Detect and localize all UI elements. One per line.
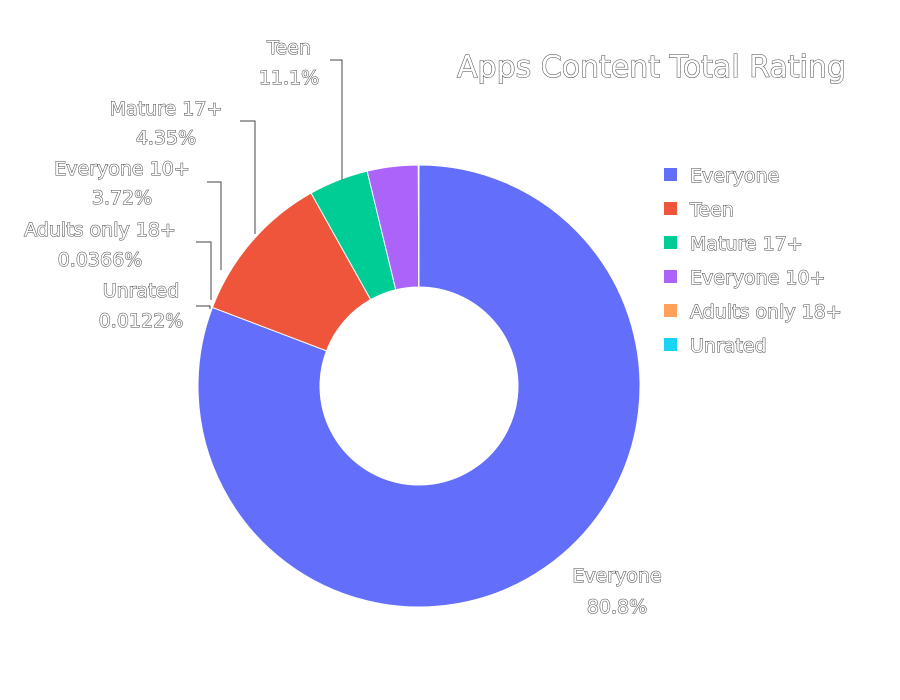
- slice-label-adults-only-18: Adults only 18+: [24, 219, 176, 241]
- legend-swatch-teen: [664, 202, 677, 215]
- slice-percent-everyone-10: 3.72%: [92, 187, 152, 209]
- slice-percent-unrated: 0.0122%: [99, 310, 184, 332]
- slice-label-everyone-10: Everyone 10+: [54, 158, 190, 180]
- leader-line-unrated: [196, 305, 211, 309]
- slice-label-everyone: Everyone: [572, 565, 661, 587]
- label-leader-lines: [196, 59, 343, 309]
- legend-swatch-everyone-10: [664, 270, 677, 283]
- legend-item-mature-17[interactable]: Mature 17+: [664, 233, 803, 256]
- slice-labels: Everyone 80.8% Teen 11.1% Mature 17+ 4.35% Eve…: [24, 37, 663, 619]
- legend-item-unrated[interactable]: Unrated: [664, 335, 767, 358]
- legend-item-teen[interactable]: Teen: [664, 199, 734, 222]
- slice-label-unrated: Unrated: [103, 280, 180, 302]
- legend-label-adults-only-18: Adults only 18+: [690, 301, 842, 323]
- slice-percent-mature-17: 4.35%: [136, 127, 196, 149]
- legend-label-unrated: Unrated: [690, 335, 767, 357]
- slice-percent-adults-only-18: 0.0366%: [58, 249, 143, 271]
- legend: Everyone Teen Mature 17+ Everyone 10+ Adults…: [664, 165, 842, 358]
- donut-slices: [197, 164, 641, 608]
- slice-label-mature-17: Mature 17+: [110, 98, 223, 120]
- slice-percent-everyone: 80.8%: [587, 596, 647, 618]
- legend-label-everyone: Everyone: [690, 165, 779, 187]
- slice-everyone: [197, 164, 641, 608]
- legend-label-mature-17: Mature 17+: [690, 233, 803, 255]
- leader-line-adults-only-18: [196, 241, 212, 300]
- legend-swatch-unrated: [664, 338, 677, 351]
- chart-title: Apps Content Total Rating: [457, 50, 846, 85]
- slice-percent-teen: 11.1%: [259, 67, 319, 89]
- leader-line-teen: [330, 59, 343, 180]
- legend-item-everyone-10[interactable]: Everyone 10+: [664, 267, 826, 290]
- slice-label-teen: Teen: [266, 37, 311, 59]
- legend-swatch-everyone: [664, 168, 677, 181]
- leader-line-mature-17: [240, 120, 256, 234]
- legend-swatch-adults-only-18: [664, 304, 677, 317]
- legend-item-adults-only-18[interactable]: Adults only 18+: [664, 301, 842, 324]
- legend-swatch-mature-17: [664, 236, 677, 249]
- legend-label-everyone-10: Everyone 10+: [690, 267, 826, 289]
- leader-line-everyone-10: [207, 181, 222, 270]
- legend-label-teen: Teen: [689, 199, 734, 221]
- legend-item-everyone[interactable]: Everyone: [664, 165, 780, 188]
